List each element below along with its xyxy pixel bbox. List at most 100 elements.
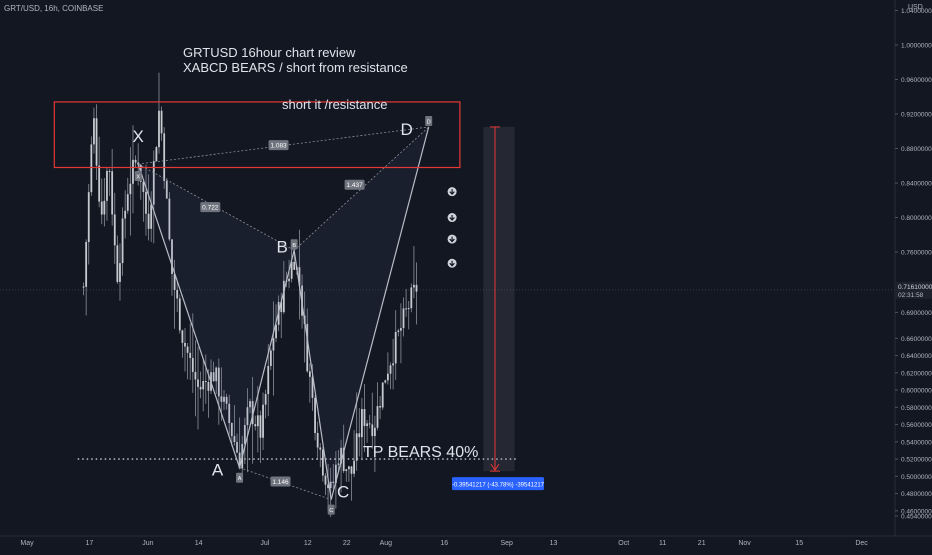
x-tick-label: Jul	[260, 540, 269, 547]
ratio-label: 1.437	[346, 182, 363, 189]
y-tick-label: 0.66000000	[901, 336, 932, 343]
candle-body	[358, 433, 361, 438]
x-tick-label: Aug	[380, 540, 393, 547]
y-tick-label: 0.54000000	[901, 439, 932, 446]
candle-body	[371, 424, 374, 437]
x-tick-label: 15	[795, 540, 803, 547]
candle-body	[163, 133, 166, 181]
x-tick-label: 21	[698, 540, 706, 547]
candle-body	[410, 287, 413, 309]
candle-body	[360, 409, 363, 438]
candle-body	[150, 204, 153, 229]
ratio-badge	[268, 140, 289, 151]
candle-body	[275, 324, 277, 339]
candle-body	[116, 245, 119, 282]
candle-body	[387, 373, 389, 381]
candle-body	[407, 308, 410, 310]
y-tick-label: 0.69000000	[901, 310, 932, 317]
candle-body	[254, 424, 257, 427]
x-tick-label: 14	[195, 540, 203, 547]
candle-body	[176, 289, 179, 299]
x-tick-label: 22	[343, 540, 351, 547]
y-tick-label: 0.96000000	[901, 77, 932, 84]
candle-body	[204, 381, 207, 383]
projection-shade	[483, 126, 515, 472]
x-tick-label: 12	[304, 540, 312, 547]
candle-body	[230, 423, 233, 437]
y-tick-label: 0.62000000	[901, 370, 932, 377]
point-tag	[327, 504, 335, 515]
y-tick-label: 0.45400000	[901, 514, 932, 521]
candle-body	[272, 338, 275, 351]
y-tick-label: 0.84000000	[901, 181, 932, 188]
x-tick-label: 16	[440, 540, 448, 547]
chart-subtitle: XABCD BEARS / short from resistance	[183, 60, 408, 75]
candle-body	[194, 371, 197, 380]
point-tag	[236, 472, 244, 483]
candle-body	[293, 261, 296, 270]
point-tag-label: C	[329, 508, 333, 514]
y-tick-label: 1.00000000	[901, 43, 932, 50]
candle-body	[191, 358, 194, 372]
candle-body	[228, 403, 231, 424]
measure-label: -0.39541217 (-43.78%) -39541217	[452, 483, 545, 489]
y-tick-label: 0.46000000	[901, 508, 932, 515]
point-tag-label: X	[136, 175, 140, 181]
candle-body	[350, 466, 353, 474]
candle-body	[233, 436, 236, 443]
y-tick-label: 0.64000000	[901, 353, 932, 360]
y-tick-label: 0.52000000	[901, 457, 932, 464]
ratio-badge	[200, 202, 221, 213]
candle-body	[103, 200, 106, 215]
pattern-point-letter: B	[276, 237, 287, 256]
candle-body	[402, 308, 405, 329]
pattern-point-letter: D	[401, 120, 413, 139]
candle-body	[152, 161, 155, 205]
candle-body	[181, 330, 184, 343]
candle-body	[223, 396, 225, 402]
candle-body	[165, 180, 168, 199]
candle-body	[329, 481, 332, 489]
candle-body	[129, 183, 132, 195]
candle-body	[405, 308, 408, 310]
candle-body	[212, 372, 215, 382]
tp-label: TP BEARS 40%	[363, 444, 478, 461]
candle-body	[189, 352, 192, 359]
candle-body	[113, 214, 116, 246]
candle-body	[308, 371, 311, 377]
point-tag	[425, 115, 433, 126]
candle-body	[184, 342, 186, 347]
down-arrow-glyph	[449, 236, 455, 243]
pattern-leg	[238, 250, 295, 468]
candle-body	[158, 110, 160, 148]
candle-body	[243, 425, 246, 444]
pattern-point-letter: X	[132, 127, 143, 146]
candle-body	[290, 261, 293, 279]
candle-body	[366, 423, 368, 427]
candle-body	[236, 442, 238, 453]
down-arrow-glyph	[449, 189, 455, 196]
down-arrow-glyph	[449, 215, 455, 221]
candle-body	[280, 301, 283, 313]
candle-body	[251, 401, 254, 425]
ratio-label: 0.722	[202, 205, 219, 212]
candle-body	[363, 409, 366, 427]
y-tick-label: 0.80000000	[901, 215, 932, 222]
candle-body	[126, 194, 129, 211]
measure-label-box	[452, 477, 544, 491]
y-tick-label: 0.58000000	[901, 405, 932, 412]
point-tag-label: B	[292, 243, 296, 249]
candle-body	[355, 433, 358, 461]
point-tag-label: D	[427, 119, 431, 125]
candle-body	[282, 280, 285, 313]
pattern-point-letter: A	[212, 461, 224, 480]
x-tick-label: Nov	[738, 540, 751, 547]
candle-body	[90, 144, 93, 193]
x-tick-label: 17	[86, 540, 94, 547]
candle-body	[142, 181, 145, 192]
y-tick-label: 1.04000000	[901, 8, 932, 15]
candle-body	[178, 298, 181, 331]
y-tick-label: 0.56000000	[901, 422, 932, 429]
